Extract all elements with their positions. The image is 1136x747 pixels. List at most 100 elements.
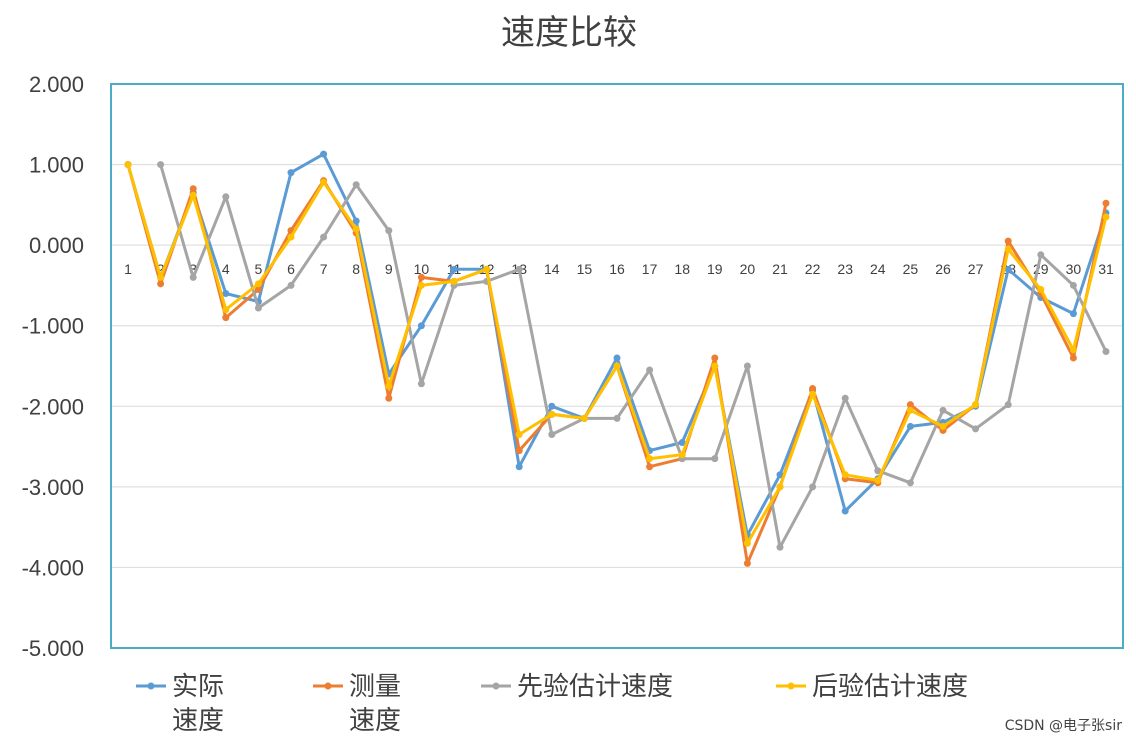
data-point <box>1069 281 1077 289</box>
data-point <box>613 354 621 362</box>
data-point <box>189 185 197 193</box>
data-point <box>385 382 393 390</box>
chart-title: 速度比较 <box>501 13 637 53</box>
x-tick-label: 5 <box>255 261 263 277</box>
x-tick-label: 10 <box>414 261 430 277</box>
data-point <box>906 479 914 487</box>
x-tick-label: 4 <box>222 261 230 277</box>
data-point <box>287 169 295 177</box>
data-point <box>776 483 784 491</box>
data-point <box>646 463 654 471</box>
legend-label: 后验估计速度 <box>812 672 968 702</box>
x-tick-label: 1 <box>124 261 132 277</box>
data-point <box>287 233 295 241</box>
legend-marker <box>147 682 155 690</box>
y-tick-label: -5.000 <box>22 636 84 661</box>
data-point <box>254 285 262 293</box>
legend-label: 测量 <box>349 672 401 702</box>
data-point <box>776 543 784 551</box>
legend-marker <box>492 682 500 690</box>
x-tick-label: 20 <box>740 261 756 277</box>
y-tick-label: -2.000 <box>22 394 84 419</box>
data-point <box>157 280 165 288</box>
data-point <box>1037 251 1045 259</box>
data-point <box>320 150 328 158</box>
data-point <box>613 362 621 370</box>
series-3 <box>157 161 1110 551</box>
series-1 <box>124 150 1110 539</box>
y-tick-label: -1.000 <box>22 314 84 339</box>
x-tick-label: 14 <box>544 261 560 277</box>
y-tick-label: 0.000 <box>29 233 84 258</box>
data-point <box>972 401 980 409</box>
x-tick-label: 23 <box>837 261 853 277</box>
data-point <box>515 265 523 273</box>
x-tick-label: 25 <box>903 261 919 277</box>
data-point <box>906 406 914 414</box>
data-point <box>1004 237 1012 245</box>
series-lines <box>124 150 1110 567</box>
data-point <box>548 430 556 438</box>
data-point <box>515 463 523 471</box>
series-4 <box>124 161 1110 547</box>
legend-label: 实际 <box>172 672 224 702</box>
data-point <box>222 314 230 322</box>
data-point <box>483 265 491 273</box>
data-point <box>254 304 262 312</box>
data-point <box>417 322 425 330</box>
plot-area-border <box>110 83 1124 649</box>
data-point <box>711 362 719 370</box>
data-point <box>515 447 523 455</box>
data-point <box>874 467 882 475</box>
data-point <box>646 366 654 374</box>
data-point <box>450 277 458 285</box>
x-tick-label: 9 <box>385 261 393 277</box>
legend-label: 速度 <box>349 706 401 736</box>
data-point <box>352 217 360 225</box>
data-point <box>711 354 719 362</box>
x-tick-label: 26 <box>935 261 951 277</box>
data-point <box>548 402 556 410</box>
data-point <box>580 414 588 422</box>
x-tick-label: 21 <box>772 261 788 277</box>
y-tick-label: 2.000 <box>29 72 84 97</box>
data-point <box>678 439 686 447</box>
legend-item: 先验估计速度 <box>481 672 673 702</box>
data-point <box>352 181 360 189</box>
legend-label: 速度 <box>172 706 224 736</box>
x-tick-label: 22 <box>805 261 821 277</box>
data-point <box>711 455 719 463</box>
data-point <box>841 507 849 515</box>
data-point <box>385 227 393 235</box>
data-point <box>906 401 914 409</box>
data-point <box>1069 346 1077 354</box>
data-point <box>320 233 328 241</box>
data-point <box>776 471 784 479</box>
data-point <box>124 161 132 169</box>
x-tick-label: 8 <box>352 261 360 277</box>
data-point <box>613 414 621 422</box>
legend-marker <box>787 682 795 690</box>
data-point <box>809 385 817 393</box>
data-point <box>1004 401 1012 409</box>
x-tick-label: 3 <box>189 261 197 277</box>
data-point <box>222 193 230 201</box>
x-tick-label: 24 <box>870 261 886 277</box>
data-point <box>1102 199 1110 207</box>
data-point <box>189 191 197 199</box>
data-point <box>417 380 425 388</box>
data-point <box>939 406 947 414</box>
x-tick-label: 7 <box>320 261 328 277</box>
data-point <box>515 430 523 438</box>
data-point <box>1069 354 1077 362</box>
x-tick-label: 19 <box>707 261 723 277</box>
data-point <box>743 559 751 567</box>
data-point <box>841 394 849 402</box>
data-point <box>450 265 458 273</box>
data-point <box>939 422 947 430</box>
data-point <box>417 281 425 289</box>
